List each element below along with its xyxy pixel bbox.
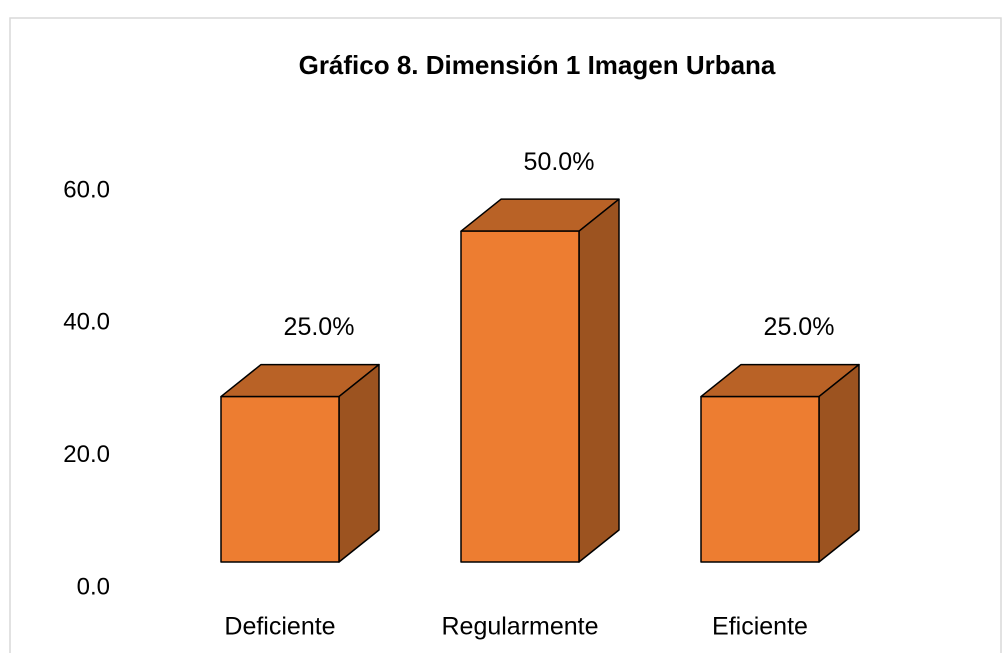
bar bbox=[700, 395, 820, 563]
data-label: 50.0% bbox=[524, 148, 595, 176]
bar-side bbox=[578, 198, 620, 563]
x-tick-label: Regularmente bbox=[441, 613, 598, 641]
x-tick-label: Deficiente bbox=[224, 613, 335, 641]
bar bbox=[220, 395, 340, 563]
y-tick-label: 60.0 bbox=[63, 176, 110, 203]
data-label: 25.0% bbox=[284, 313, 355, 341]
chart-title: Gráfico 8. Dimensión 1 Imagen Urbana bbox=[299, 50, 776, 80]
y-tick-label: 0.0 bbox=[77, 573, 110, 600]
bar bbox=[460, 230, 580, 563]
x-tick-label: Eficiente bbox=[712, 613, 808, 641]
data-label: 25.0% bbox=[764, 313, 835, 341]
bar-side bbox=[338, 363, 380, 563]
y-tick-label: 20.0 bbox=[63, 441, 110, 468]
bar-side bbox=[818, 363, 860, 563]
y-tick-label: 40.0 bbox=[63, 309, 110, 336]
